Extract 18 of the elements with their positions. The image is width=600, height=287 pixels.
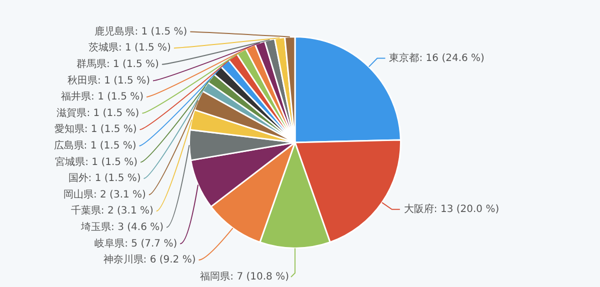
slice-label: 秋田県: 1 (1.5 %) — [68, 74, 150, 86]
slice-label: 岐阜県: 5 (7.7 %) — [94, 237, 178, 250]
slice-label: 宮城県: 1 (1.5 %) — [55, 156, 138, 168]
slice-label: 埼玉県: 3 (4.6 %) — [80, 220, 164, 233]
slice-label: 滋賀県: 1 (1.5 %) — [56, 106, 140, 119]
slice-label: 茨城県: 1 (1.5 %) — [88, 42, 172, 54]
slice-label: 愛知県: 1 (1.5 %) — [54, 123, 137, 136]
slice-label: 東京都: 16 (24.6 %) — [389, 52, 485, 64]
slice-label: 国外: 1 (1.5 %) — [68, 173, 141, 184]
slice-label: 大阪府: 13 (20.0 %) — [404, 202, 500, 215]
slice-label: 千葉県: 2 (3.1 %) — [70, 204, 154, 217]
slice-label: 岡山県: 2 (3.1 %) — [63, 188, 146, 200]
slice-label: 福井県: 1 (1.5 %) — [61, 90, 144, 103]
slice-label: 福岡県: 7 (10.8 %) — [200, 270, 290, 283]
slice-label: 神奈川県: 6 (9.2 %) — [103, 254, 196, 266]
slice-label: 広島県: 1 (1.5 %) — [54, 139, 136, 152]
slice-label: 鹿児島県: 1 (1.5 %) — [94, 25, 188, 38]
slice-label: 群馬県: 1 (1.5 %) — [76, 58, 160, 70]
